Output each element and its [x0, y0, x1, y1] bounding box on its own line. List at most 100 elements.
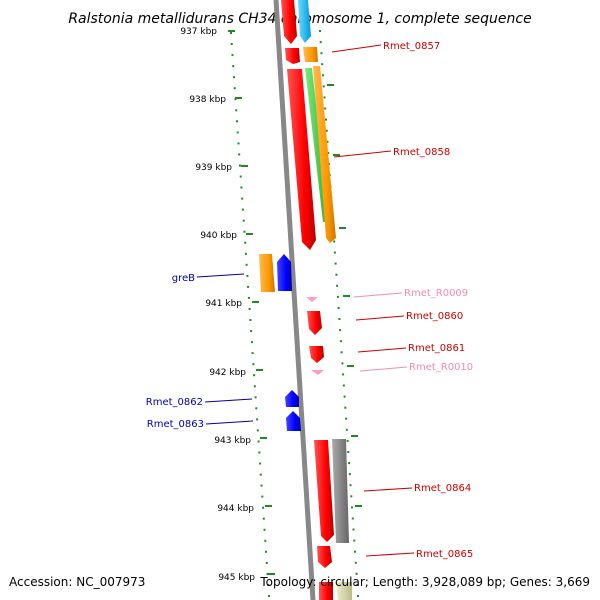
gene-arrow-blue-greB[interactable]: [277, 254, 292, 291]
gene-arrow-red-0865[interactable]: [317, 546, 332, 568]
gene-label-Rmet_R0009[interactable]: Rmet_R0009: [404, 288, 468, 299]
gene-arrow-blue-0863[interactable]: [286, 411, 301, 431]
track-dot: [336, 295, 339, 298]
gene-arrow-orange-0857[interactable]: [303, 47, 318, 62]
track-dot: [339, 329, 342, 332]
scale-dot: [252, 363, 255, 366]
scale-dot: [264, 539, 267, 542]
track-dot: [353, 539, 356, 542]
track-dot: [352, 528, 355, 531]
scale-dot: [256, 429, 259, 432]
scale-dot: [233, 76, 235, 79]
scale-dot: [255, 407, 258, 410]
scale-dot: [243, 230, 246, 233]
scale-dot: [247, 296, 250, 299]
leader-line-0864: [363, 487, 413, 492]
track-dot: [338, 318, 341, 320]
gene-label-Rmet_R0010[interactable]: Rmet_R0010: [409, 362, 473, 373]
scale-dot: [265, 550, 267, 553]
scale-dot: [241, 197, 244, 200]
scale-dot: [235, 109, 238, 112]
track-dot: [348, 462, 351, 465]
track-dot: [351, 517, 354, 520]
scale-dot: [253, 385, 256, 388]
gene-arrow-red-0858[interactable]: [287, 69, 316, 250]
scale-dot: [242, 219, 245, 222]
gene-arrow-partial-red[interactable]: [281, 0, 297, 44]
leader-line-0857: [331, 44, 382, 53]
gene-label-greB[interactable]: greB: [172, 273, 195, 284]
track-dot: [357, 595, 359, 597]
leader-line-0861: [357, 347, 407, 353]
gene-arrow-red-0860[interactable]: [307, 311, 322, 335]
gene-label-Rmet_0858[interactable]: Rmet_0858: [393, 147, 450, 158]
scale-dot: [236, 131, 239, 134]
track-dot: [355, 572, 358, 575]
scale-dot: [248, 308, 251, 310]
track-dot: [319, 30, 321, 32]
topology-text: Topology: circular; Length: 3,928,089 bp…: [259, 575, 590, 589]
track-dot: [351, 506, 353, 509]
gene-label-Rmet_0862[interactable]: Rmet_0862: [146, 397, 203, 408]
leader-line-0865: [365, 552, 415, 557]
gene-arrow-partial-red-bottom[interactable]: [319, 582, 333, 600]
gene-arrow-blue-0862[interactable]: [285, 390, 299, 407]
scale-dot: [261, 495, 264, 498]
track-dot: [346, 439, 349, 442]
track-dot: [321, 63, 324, 66]
track-dot: [337, 307, 340, 309]
scale-label-941: 941 kbp: [205, 299, 242, 309]
track-dot: [326, 140, 329, 143]
gene-arrow-partial-khaki-bottom[interactable]: [336, 582, 352, 600]
scale-label-937: 937 kbp: [180, 27, 217, 37]
scale-dot: [262, 517, 265, 520]
gene-arrow-orange-greB[interactable]: [259, 254, 275, 292]
track-dot: [348, 473, 351, 476]
scale-label-944: 944 kbp: [217, 504, 254, 514]
gene-arrow-orange-0858[interactable]: [313, 66, 336, 243]
gene-arrow-partial-cyan[interactable]: [298, 0, 311, 43]
scale-dot: [251, 352, 254, 355]
gene-label-Rmet_0865[interactable]: Rmet_0865: [416, 549, 473, 560]
scale-dot: [233, 87, 236, 90]
track-dot: [325, 129, 328, 132]
track-dot: [333, 240, 336, 243]
scale-dot: [249, 319, 252, 321]
gene-label-Rmet_0860[interactable]: Rmet_0860: [406, 311, 463, 322]
gene-label-Rmet_0857[interactable]: Rmet_0857: [383, 41, 440, 52]
rna-arrow-R0009[interactable]: [306, 297, 318, 302]
track-dot: [344, 406, 347, 409]
leader-line-0860: [355, 315, 405, 321]
scale-label-940: 940 kbp: [200, 231, 237, 241]
scale-dot: [230, 43, 233, 45]
track-dot: [343, 395, 346, 398]
scale-dot: [238, 153, 241, 156]
track-dot: [342, 373, 345, 376]
scale-dot: [257, 440, 260, 443]
track-dot: [327, 151, 330, 154]
scale-dot: [254, 396, 257, 399]
scale-dot: [236, 120, 238, 123]
scale-dot: [247, 285, 250, 288]
scale-label-938: 938 kbp: [189, 95, 226, 105]
gene-label-Rmet_0863[interactable]: Rmet_0863: [147, 419, 204, 430]
gene-arrow-red-0864[interactable]: [314, 440, 334, 542]
leader-line-0858: [333, 150, 392, 158]
track-dot: [323, 96, 326, 99]
gene-arrow-red-0857[interactable]: [285, 48, 300, 64]
scale-dot: [259, 462, 262, 465]
scale-dot: [266, 572, 269, 575]
track-dot: [324, 107, 327, 110]
scale-label-942: 942 kbp: [209, 368, 246, 378]
scale-dot: [250, 330, 253, 333]
gene-label-Rmet_0864[interactable]: Rmet_0864: [414, 483, 471, 494]
rna-arrow-R0010[interactable]: [311, 370, 324, 375]
gene-arrow-red-0861[interactable]: [309, 346, 324, 363]
accession-text: Accession: NC_007973: [9, 575, 145, 589]
scale-dot: [256, 418, 259, 421]
gene-arrow-gray-0864[interactable]: [332, 439, 349, 543]
gene-label-Rmet_0861[interactable]: Rmet_0861: [408, 343, 465, 354]
scale-ticks: [228, 30, 362, 575]
track-dot: [334, 262, 337, 265]
